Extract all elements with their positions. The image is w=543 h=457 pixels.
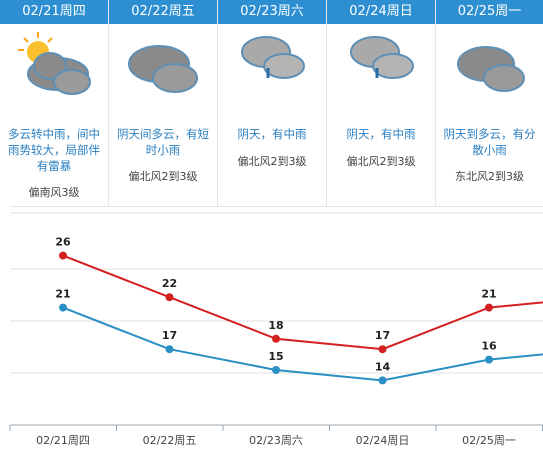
data-label: 21 (55, 288, 70, 301)
series-line (62, 254, 543, 351)
x-tick-label: 02/23周六 (249, 434, 303, 447)
weather-description: 多云转中雨，间中 雨势较大，局部伴 有雷暴 (8, 127, 100, 173)
wind-info: 东北风2到3级 (455, 170, 524, 183)
data-point (378, 376, 387, 385)
day-date: 02/25周一 (436, 0, 543, 24)
weather-description: 阴天，有中雨 (237, 127, 307, 141)
data-label: 17 (375, 329, 390, 342)
series-line (62, 306, 543, 382)
data-label: 14 (375, 360, 391, 373)
day-card: 02/23周六 阴天，有中雨 偏北风2到3级 (218, 0, 327, 206)
data-label: 21 (481, 288, 496, 301)
cloud-rain-icon (327, 30, 436, 102)
wind-info: 偏北风2到3级 (237, 155, 307, 168)
x-tick-label: 02/21周四 (36, 434, 90, 447)
partly-cloudy-sun-icon (0, 30, 109, 102)
weather-description: 阴天，有中雨 (346, 127, 416, 141)
data-point (485, 303, 493, 312)
day-card: 02/22周五 阴天间多云，有短 时小雨 偏北风2到3级 (109, 0, 218, 206)
day-card: 02/24周日 阴天，有中雨 偏北风2到3级 (327, 0, 436, 206)
cloud-rain-icon (218, 30, 327, 102)
wind-info: 偏南风3级 (28, 186, 80, 199)
weather-description: 阴天间多云，有短 时小雨 (117, 127, 209, 157)
forecast-strip: 02/21周四 多云转中雨，间中 雨势较大，局部伴 有雷暴 偏南风3级 02/22周… (0, 0, 543, 206)
data-label: 18 (268, 319, 283, 332)
day-date: 02/22周五 (109, 0, 217, 24)
temperature-chart: 26 22 18 17 21 21 17 15 14 16 02/21周四 02/22周五 02/23周… (9, 212, 543, 447)
data-point (272, 334, 280, 343)
data-label: 15 (268, 350, 283, 363)
data-point (378, 345, 387, 354)
day-card: 02/21周四 多云转中雨，间中 雨势较大，局部伴 有雷暴 偏南风3级 (0, 0, 109, 206)
data-label: 16 (481, 340, 497, 353)
x-tick-label: 02/22周五 (143, 434, 197, 447)
data-point (59, 251, 67, 260)
cloudy-icon (436, 30, 543, 102)
day-date: 02/23周六 (218, 0, 326, 24)
data-point (485, 355, 493, 364)
data-point (272, 366, 280, 374)
cloudy-icon (109, 30, 218, 102)
day-date: 02/24周日 (327, 0, 435, 24)
day-date: 02/21周四 (0, 0, 108, 24)
divider (10, 206, 543, 207)
weather-description: 阴天到多云，有分 散小雨 (443, 127, 536, 157)
day-card: 02/25周一 阴天到多云，有分 散小雨 东北风2到3级 (436, 0, 543, 206)
wind-info: 偏北风2到3级 (128, 170, 198, 183)
x-tick-label: 02/25周一 (462, 434, 516, 447)
data-label: 26 (55, 236, 71, 249)
data-point (165, 345, 174, 354)
data-point (59, 303, 67, 312)
x-tick-label: 02/24周日 (356, 434, 410, 447)
wind-info: 偏北风2到3级 (346, 155, 416, 168)
data-label: 22 (162, 277, 177, 290)
data-label: 17 (162, 329, 177, 342)
data-point (165, 293, 174, 302)
